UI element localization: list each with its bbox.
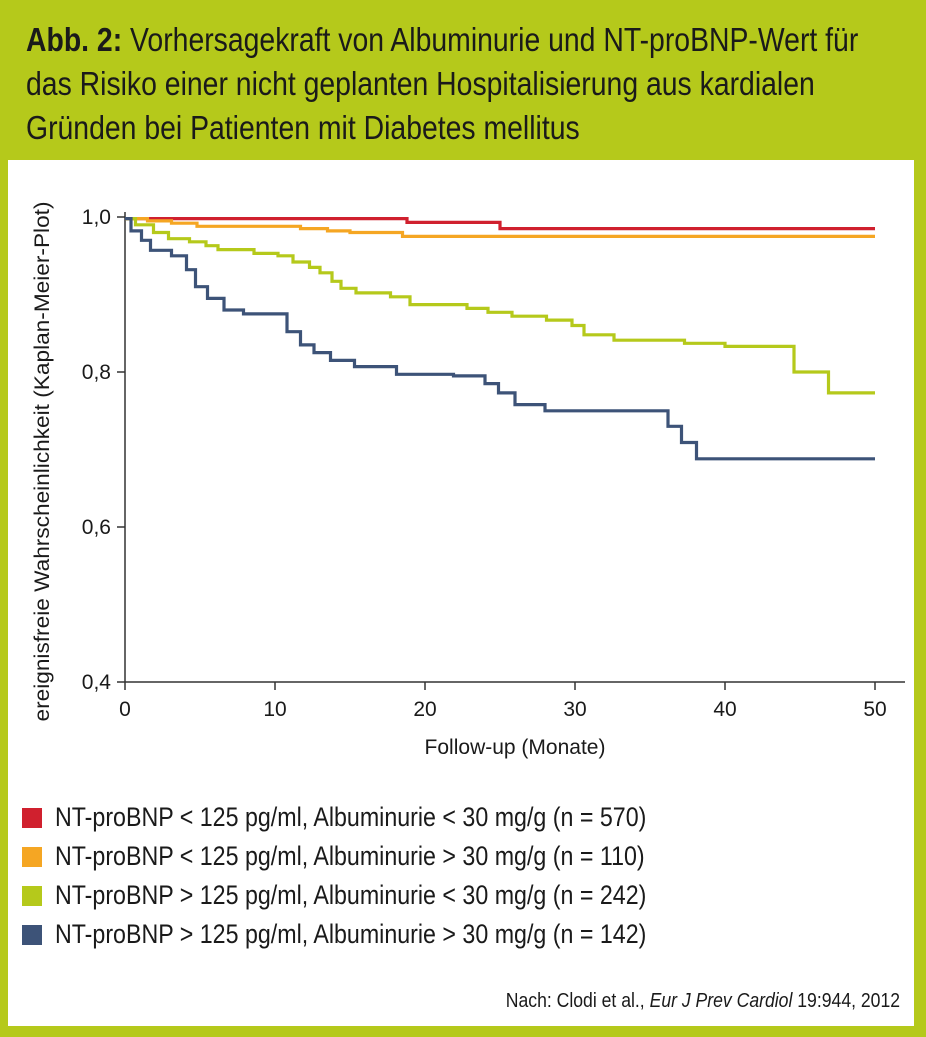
- chart-panel: 0,4 0,6 0,8 1,0 0 10 20 30 40 50 Follow-up (Monate…: [8, 160, 914, 1026]
- legend-swatch-blue: [22, 924, 42, 945]
- source-prefix: Nach: Clodi et al.,: [505, 990, 650, 1012]
- series-line-3: [125, 217, 875, 461]
- series-line-1: [125, 217, 875, 238]
- x-tick-label: 0: [119, 698, 131, 721]
- legend-label: NT-proBNP < 125 pg/ml, Albuminurie > 30 …: [55, 841, 645, 871]
- legend-label: NT-proBNP > 125 pg/ml, Albuminurie > 30 …: [55, 919, 647, 949]
- x-tick-label: 40: [713, 698, 736, 721]
- kaplan-meier-chart: 0,4 0,6 0,8 1,0 0 10 20 30 40 50 Follow-up (Monate…: [31, 202, 905, 759]
- source-suffix: 19:944, 2012: [792, 990, 900, 1012]
- series-lines: [125, 217, 875, 461]
- figure-title: Abb. 2: Vorhersagekraft von Albuminurie …: [26, 18, 903, 150]
- legend-item: NT-proBNP < 125 pg/ml, Albuminurie < 30 …: [22, 798, 902, 837]
- source-journal: Eur J Prev Cardiol: [649, 990, 793, 1012]
- y-axis-title: ereignisfreie Wahrscheinlichkeit (Kaplan…: [31, 202, 54, 722]
- legend-swatch-green: [22, 885, 42, 906]
- y-tick-label: 1,0: [82, 206, 111, 229]
- legend-swatch-orange: [22, 846, 42, 867]
- series-line-0: [125, 217, 875, 231]
- axes: 0,4 0,6 0,8 1,0 0 10 20 30 40 50 Follow-up (Monate…: [31, 202, 905, 759]
- legend-item: NT-proBNP > 125 pg/ml, Albuminurie < 30 …: [22, 876, 902, 915]
- legend-swatch-red: [22, 807, 42, 828]
- figure-title-text: Vorhersagekraft von Albuminurie und NT-p…: [26, 21, 859, 146]
- x-axis-title: Follow-up (Monate): [425, 736, 606, 759]
- series-line-2: [125, 217, 875, 395]
- legend-item: NT-proBNP > 125 pg/ml, Albuminurie > 30 …: [22, 915, 902, 954]
- x-tick-label: 10: [263, 698, 286, 721]
- figure-header: Abb. 2: Vorhersagekraft von Albuminurie …: [0, 0, 926, 160]
- source-citation: Nach: Clodi et al., Eur J Prev Cardiol 1…: [506, 990, 900, 1013]
- x-tick-label: 30: [563, 698, 586, 721]
- x-tick-label: 20: [413, 698, 436, 721]
- legend-label: NT-proBNP < 125 pg/ml, Albuminurie < 30 …: [55, 802, 647, 832]
- y-tick-label: 0,6: [82, 516, 111, 539]
- y-tick-label: 0,4: [82, 671, 112, 694]
- legend-label: NT-proBNP > 125 pg/ml, Albuminurie < 30 …: [55, 880, 647, 910]
- y-tick-label: 0,8: [82, 361, 111, 384]
- legend-item: NT-proBNP < 125 pg/ml, Albuminurie > 30 …: [22, 837, 902, 876]
- figure-label: Abb. 2:: [26, 21, 123, 58]
- legend: NT-proBNP < 125 pg/ml, Albuminurie < 30 …: [22, 798, 902, 954]
- x-tick-label: 50: [863, 698, 886, 721]
